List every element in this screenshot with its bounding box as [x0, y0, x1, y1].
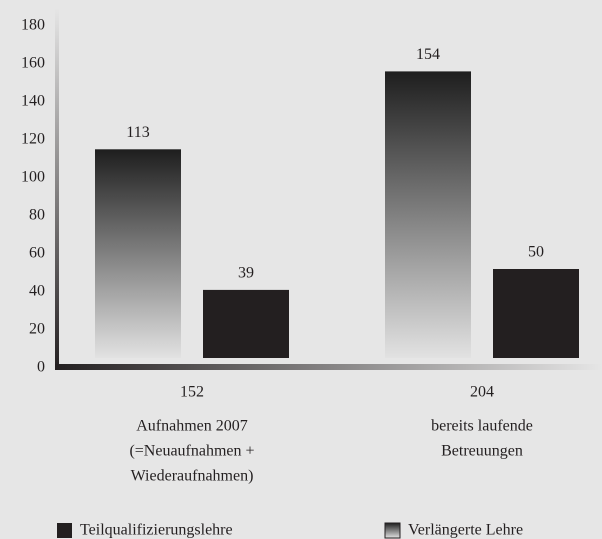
- bar: [203, 289, 289, 358]
- y-tick-label: 180: [21, 17, 45, 34]
- y-axis: [55, 8, 59, 370]
- x-tick-label: bereits laufende: [431, 418, 533, 435]
- legend-label: Verlängerte Lehre: [408, 522, 523, 539]
- value-label: 50: [528, 244, 544, 261]
- legend-label: Teilqualifizierungslehre: [80, 522, 233, 539]
- y-tick-label: 0: [37, 359, 45, 376]
- value-label: 154: [416, 46, 440, 63]
- x-tick-label: Betreuungen: [441, 443, 523, 460]
- y-tick-label: 20: [29, 321, 45, 338]
- y-tick-label: 40: [29, 283, 45, 300]
- bar: [95, 149, 181, 358]
- x-tick-label: Wiederaufnahmen): [131, 468, 254, 485]
- y-tick-label: 100: [21, 169, 45, 186]
- value-label: 113: [126, 124, 149, 141]
- x-tick-label: (=Neuaufnahmen +: [129, 443, 254, 460]
- legend-swatch: [384, 522, 401, 539]
- y-tick-label: 80: [29, 207, 45, 224]
- bar: [385, 71, 471, 359]
- category-total: 204: [470, 384, 494, 401]
- y-tick-label: 140: [21, 93, 45, 110]
- x-axis: [55, 364, 602, 370]
- value-label: 39: [238, 265, 254, 282]
- y-tick-label: 160: [21, 55, 45, 72]
- legend-swatch: [57, 523, 72, 538]
- x-tick-label: Aufnahmen 2007: [136, 418, 248, 435]
- bar: [493, 269, 579, 358]
- y-tick-label: 60: [29, 245, 45, 262]
- y-tick-label: 120: [21, 131, 45, 148]
- category-total: 152: [180, 384, 204, 401]
